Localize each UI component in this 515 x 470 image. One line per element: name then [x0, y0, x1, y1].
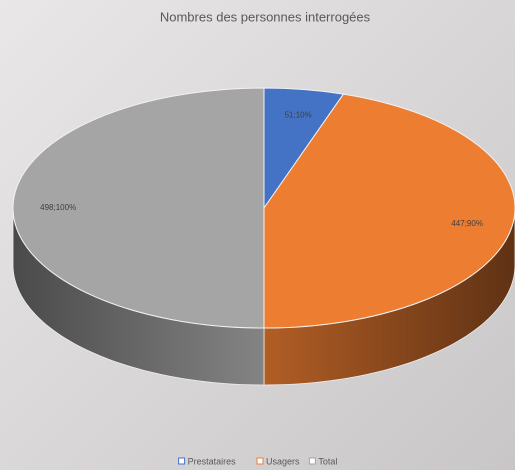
legend-label: Prestataires	[188, 456, 237, 466]
legend-swatch	[178, 457, 186, 465]
data-label: 447;90%	[451, 219, 483, 228]
legend-label: Usagers	[266, 456, 300, 466]
data-label: 498;100%	[40, 203, 76, 212]
data-label: 51;10%	[285, 110, 312, 119]
pie-slice	[12, 87, 265, 329]
legend-swatch	[256, 457, 264, 465]
chart-title: Nombres des personnes interrogées	[160, 9, 371, 24]
legend-swatch	[308, 457, 316, 465]
pie-slice	[263, 93, 515, 329]
legend-label: Total	[318, 456, 337, 466]
